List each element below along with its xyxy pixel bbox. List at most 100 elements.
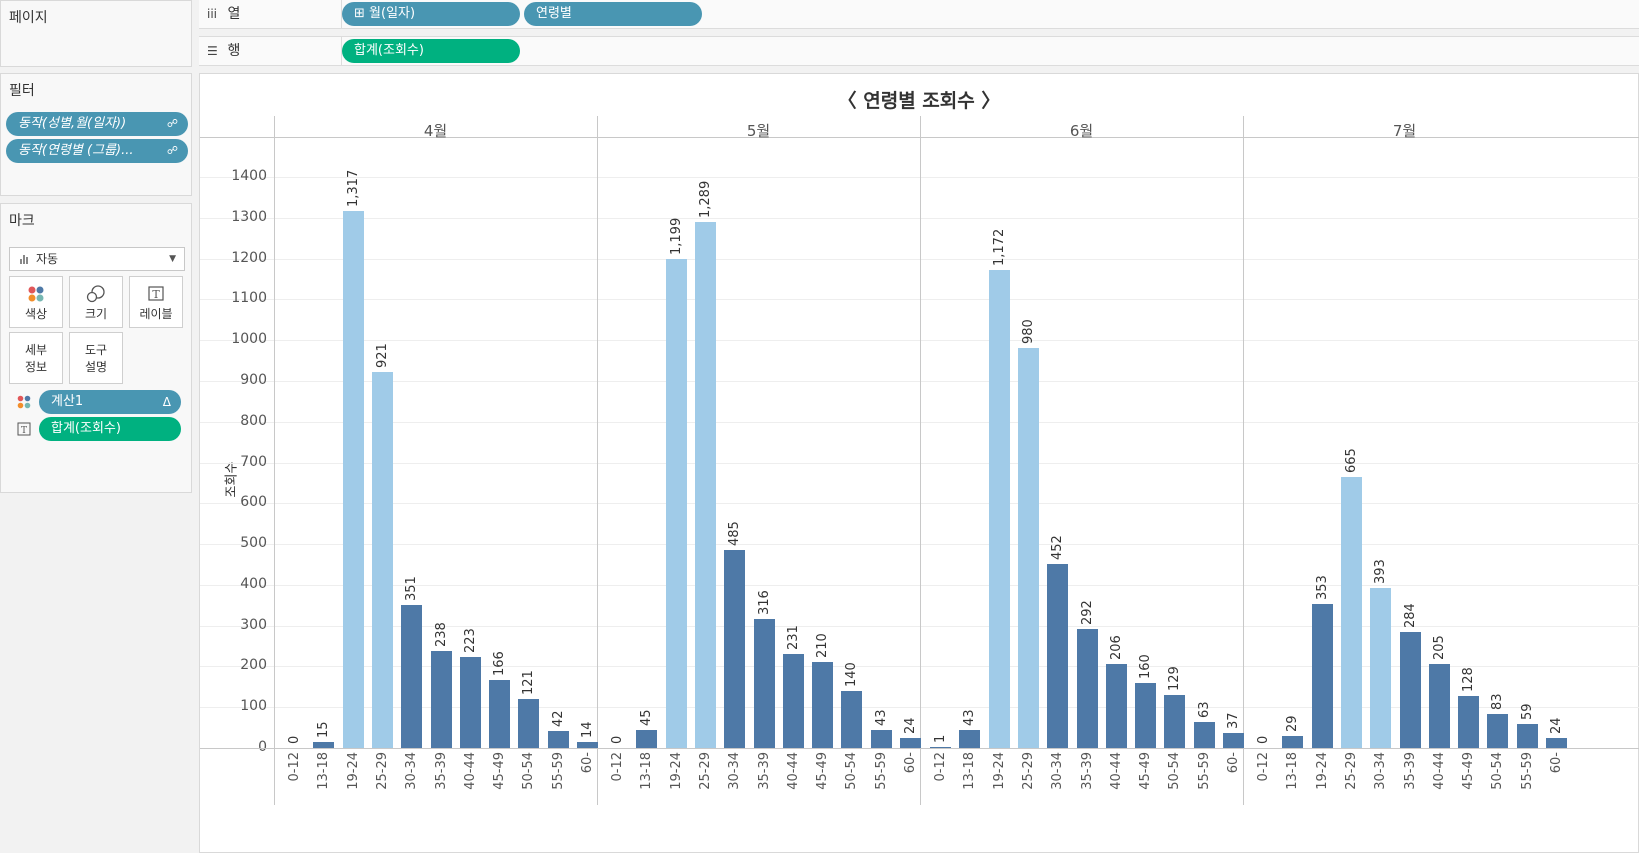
bar-value-label: 83	[1490, 693, 1506, 711]
y-tick-label: 800	[240, 412, 267, 429]
bar	[401, 604, 423, 748]
gridline	[200, 299, 1639, 301]
bar-value-label: 29	[1285, 715, 1301, 733]
bar-value-label: 231	[785, 624, 801, 650]
month-header: 5월	[746, 122, 771, 140]
x-tick-label: 45-49	[815, 752, 831, 790]
gridline	[200, 584, 1639, 586]
x-tick-label: 60-	[1549, 752, 1564, 774]
gridline	[200, 380, 1639, 382]
bar-value-label: 393	[1373, 558, 1389, 584]
rows-icon: ☰	[207, 44, 218, 58]
bar	[1223, 732, 1244, 748]
x-tick-label: 25-29	[1343, 752, 1359, 790]
bar-value-label: 63	[1196, 701, 1212, 719]
mark-field-calc1[interactable]: 계산1 Δ	[39, 390, 181, 414]
gridline	[200, 544, 1639, 546]
filter-pill-label: 동작(연령별 (그룹)...	[18, 143, 134, 158]
bar-value-label: 0	[1256, 735, 1271, 744]
gridline	[200, 503, 1639, 505]
bar	[841, 690, 863, 748]
x-tick-label: 25-29	[374, 752, 390, 790]
gridline	[200, 666, 1639, 668]
bar	[1311, 604, 1333, 748]
x-tick-label: 35-39	[1079, 752, 1095, 790]
y-tick-label: 500	[240, 535, 267, 552]
bar	[1164, 695, 1186, 748]
columns-pill-month[interactable]: ⊞ 월(일자)	[342, 2, 520, 26]
marks-title: 마크	[9, 213, 35, 229]
delta-icon: Δ	[162, 395, 171, 409]
x-tick-label: 19-24	[1314, 752, 1330, 790]
columns-pill-label: 월(일자)	[369, 6, 416, 21]
x-tick-label: 50-54	[844, 752, 860, 790]
x-tick-label: 60-	[580, 752, 595, 774]
bar-value-label: 42	[550, 710, 566, 727]
x-tick-label: 60-	[1226, 752, 1241, 774]
bar	[900, 738, 921, 748]
y-tick-label: 1300	[231, 208, 267, 225]
bar	[1105, 663, 1127, 748]
x-tick-label: 40-44	[1108, 752, 1124, 790]
x-tick-label: 0-12	[933, 752, 948, 782]
detail-button-label: 세부 정보	[24, 343, 48, 374]
bar-value-label: 15	[316, 721, 332, 738]
filter-pill-age-group[interactable]: 동작(연령별 (그룹)... ☍	[6, 139, 188, 163]
x-tick-label: 40-44	[1431, 752, 1447, 790]
bar-value-label: 292	[1079, 600, 1095, 625]
bar-value-label: 24	[1549, 717, 1564, 735]
bar-value-label: 205	[1431, 635, 1447, 661]
x-tick-label: 30-34	[1373, 752, 1389, 790]
link-icon: ☍	[166, 117, 178, 130]
label-button[interactable]: T 레이블	[129, 276, 183, 328]
bar	[1428, 664, 1450, 748]
bar	[1516, 723, 1538, 748]
panel-divider	[920, 116, 921, 805]
x-tick-label: 55-59	[1196, 752, 1212, 790]
bar	[547, 730, 569, 748]
bar-value-label: 353	[1314, 575, 1330, 601]
mark-field-sum-views[interactable]: 합계(조회수)	[39, 417, 181, 441]
x-tick-label: 40-44	[462, 752, 478, 790]
size-button-label: 크기	[84, 307, 108, 321]
panel-divider	[274, 116, 275, 805]
columns-label-text: 열	[227, 6, 241, 22]
bar-value-label: 45	[639, 709, 655, 726]
x-tick-label: 45-49	[492, 752, 508, 790]
bar	[1370, 587, 1392, 748]
bar	[665, 258, 687, 748]
tooltip-button[interactable]: 도구 설명	[69, 332, 123, 384]
mark-type-dropdown[interactable]: 자동 ▼	[9, 247, 185, 271]
rows-pill-sum-views[interactable]: 합계(조회수)	[342, 39, 520, 63]
bar-value-label: 160	[1138, 653, 1154, 679]
columns-pill-age[interactable]: 연령별	[524, 2, 702, 26]
bar-value-label: 43	[873, 709, 889, 727]
bar-value-label: 665	[1343, 447, 1359, 473]
gridline	[200, 421, 1639, 423]
filter-pill-gender-month[interactable]: 동작(성별,월(일자)) ☍	[6, 112, 188, 136]
plus-box-icon: ⊞	[354, 6, 365, 21]
detail-button[interactable]: 세부 정보	[9, 332, 63, 384]
pages-card[interactable]: 페이지	[0, 0, 192, 67]
bar-value-label: 43	[962, 709, 978, 727]
bar-value-label: 452	[1050, 534, 1066, 560]
size-button[interactable]: 크기	[69, 276, 123, 328]
size-circles-icon	[86, 285, 105, 303]
x-tick-label: 50-54	[521, 752, 537, 790]
y-tick-label: 100	[240, 698, 267, 715]
x-tick-label: 50-54	[1490, 752, 1506, 790]
x-tick-label: 19-24	[668, 752, 684, 790]
columns-shelf: iii 열 ⊞ 월(일자) 연령별	[199, 0, 1639, 29]
y-tick-label: 700	[240, 453, 267, 470]
filter-pill-label: 동작(성별,월(일자))	[18, 116, 127, 131]
bar-value-label: 0	[610, 735, 625, 744]
bar	[577, 742, 598, 748]
bar	[782, 653, 804, 748]
gridline	[200, 177, 1639, 178]
columns-shelf-label: iii 열	[199, 0, 342, 28]
bar-value-label: 351	[404, 576, 420, 601]
marks-card: 마크 자동 ▼ 색상 크기 T 레이블 세부 정보 도구 설명	[0, 203, 192, 493]
color-button[interactable]: 색상	[9, 276, 63, 328]
bar	[518, 698, 540, 748]
rows-label-text: 행	[227, 43, 241, 59]
